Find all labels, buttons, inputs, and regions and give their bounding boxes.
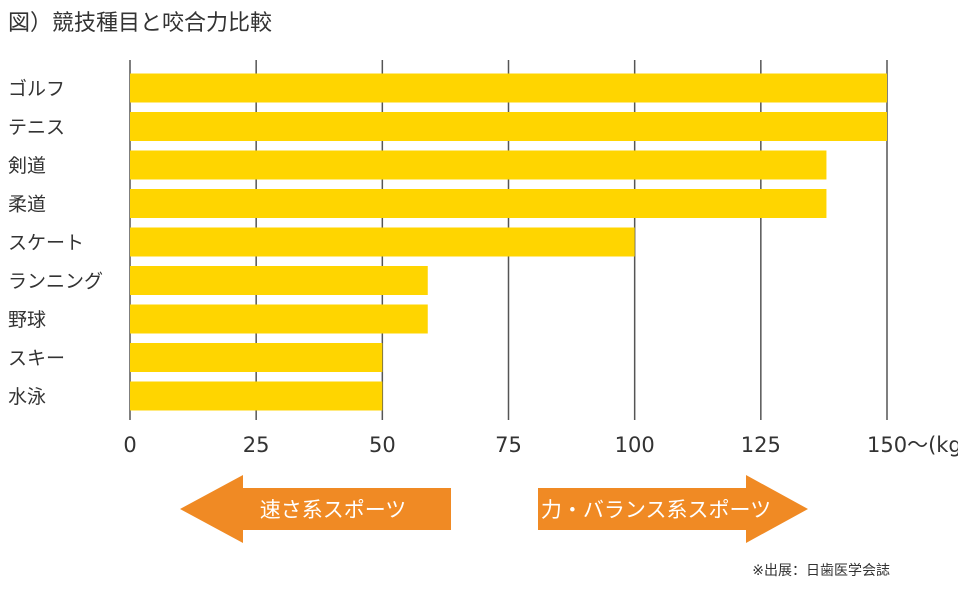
category-label: 水泳 bbox=[8, 386, 46, 408]
x-axis-tick-labels: 0 25 50 75 100 125 150〜(kg) bbox=[123, 433, 958, 457]
bar bbox=[130, 150, 827, 180]
bar bbox=[130, 73, 887, 103]
bars bbox=[130, 73, 887, 411]
x-tick-label: 150〜(kg) bbox=[867, 433, 958, 457]
x-tick-label: 50 bbox=[369, 433, 396, 457]
power-balance-sports-arrow: 力・バランス系スポーツ bbox=[538, 475, 808, 543]
category-label: 柔道 bbox=[8, 194, 46, 216]
category-label: テニス bbox=[8, 117, 65, 139]
speed-sports-arrow: 速さ系スポーツ bbox=[180, 475, 451, 543]
right-arrow-shape bbox=[538, 475, 808, 543]
bar bbox=[130, 381, 383, 411]
x-tick-label: 75 bbox=[495, 433, 522, 457]
left-arrow-shape bbox=[180, 475, 451, 543]
category-label: 剣道 bbox=[8, 155, 46, 177]
x-tick-label: 25 bbox=[243, 433, 270, 457]
bar bbox=[130, 112, 887, 141]
bar bbox=[130, 227, 635, 257]
category-label: 野球 bbox=[8, 309, 46, 331]
figure-title: 図）競技種目と咬合力比較 bbox=[8, 11, 272, 36]
x-tick-label: 125 bbox=[741, 433, 781, 457]
category-label: スケート bbox=[8, 232, 84, 254]
bar bbox=[130, 189, 827, 218]
left-arrow-label: 速さ系スポーツ bbox=[260, 498, 407, 522]
category-label: スキー bbox=[8, 348, 65, 370]
source-note: ※出展：日歯医学会誌 bbox=[752, 563, 890, 579]
bar bbox=[130, 304, 428, 334]
bar bbox=[130, 266, 428, 295]
category-label: ランニング bbox=[8, 271, 103, 293]
bar bbox=[130, 343, 383, 372]
category-label: ゴルフ bbox=[8, 78, 65, 100]
x-tick-label: 0 bbox=[123, 433, 136, 457]
x-tick-label: 100 bbox=[615, 433, 655, 457]
right-arrow-label: 力・バランス系スポーツ bbox=[541, 498, 771, 522]
